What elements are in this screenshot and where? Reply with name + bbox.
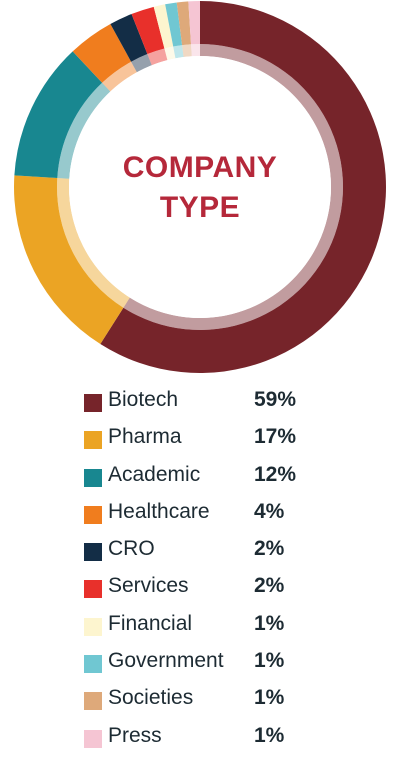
slice-societies — [176, 1, 192, 46]
slice-press — [188, 1, 200, 45]
legend-label-cro: CRO — [108, 537, 155, 561]
slice-inner-band-academic — [57, 82, 111, 179]
slice-inner-band-financial — [164, 46, 176, 61]
legend-label-financial: Financial — [108, 611, 193, 635]
legend-value-pharma: 17% — [254, 425, 297, 449]
slice-inner-band-pharma — [56, 178, 130, 308]
legend-label-biotech: Biotech — [108, 388, 179, 411]
legend-item-press: Press 1% — [84, 719, 324, 756]
slice-government — [165, 2, 183, 47]
legend-item-government: Government 1% — [84, 644, 324, 681]
legend-item-services: Services 2% — [84, 569, 324, 606]
donut-hole — [69, 56, 331, 318]
legend-item-healthcare: Healthcare 4% — [84, 495, 324, 532]
legend-value-services: 2% — [254, 574, 285, 598]
legend-item-financial: Financial 1% — [84, 607, 324, 644]
legend-swatch-healthcare — [84, 505, 102, 524]
slice-healthcare — [72, 24, 132, 83]
chart-title-line1: COMPANY — [122, 151, 278, 184]
legend-label-press: Press — [108, 723, 162, 747]
legend-label-pharma: Pharma — [108, 425, 182, 449]
slice-pharma — [14, 175, 124, 345]
slice-services — [131, 6, 165, 55]
slice-biotech — [100, 1, 387, 373]
legend-label-government: Government — [108, 649, 224, 673]
legend-value-healthcare: 4% — [254, 499, 285, 523]
slice-inner-band-cro — [131, 54, 152, 73]
legend-item-cro: CRO 2% — [84, 532, 324, 569]
slice-cro — [110, 14, 148, 62]
legend-swatch-financial — [84, 617, 102, 636]
legend-swatch-biotech — [84, 394, 102, 412]
legend-swatch-academic — [84, 468, 102, 487]
slice-financial — [153, 4, 174, 49]
legend-swatch-cro — [84, 543, 102, 562]
slice-inner-band-government — [173, 45, 184, 59]
slice-inner-band-press — [191, 44, 200, 57]
legend-item-biotech: Biotech 59% — [84, 383, 324, 420]
slice-inner-band-healthcare — [102, 61, 137, 92]
legend-swatch-pharma — [84, 431, 102, 450]
legend-value-societies: 1% — [254, 686, 285, 710]
legend-item-societies: Societies 1% — [84, 681, 324, 718]
legend-item-academic: Academic 12% — [84, 458, 324, 495]
legend-label-healthcare: Healthcare — [108, 499, 210, 523]
chart-legend: Biotech 59% Pharma 17% Academic 12% Healthcare… — [84, 383, 324, 756]
legend-value-financial: 1% — [254, 611, 285, 635]
legend-label-academic: Academic — [108, 462, 201, 486]
legend-swatch-services — [84, 580, 102, 599]
legend-swatch-government — [84, 655, 102, 674]
slice-inner-band-societies — [182, 44, 192, 58]
legend-label-societies: Societies — [108, 686, 194, 710]
chart-title-line2: TYPE — [159, 191, 241, 224]
legend-item-pharma: Pharma 17% — [84, 420, 324, 457]
legend-swatch-press — [84, 729, 102, 748]
legend-value-press: 1% — [254, 723, 285, 747]
donut-chart — [14, 1, 387, 373]
legend-value-government: 1% — [254, 649, 285, 673]
legend-label-services: Services — [108, 574, 189, 598]
legend-value-academic: 12% — [254, 462, 297, 486]
legend-value-biotech: 59% — [254, 388, 297, 411]
legend-swatch-societies — [84, 692, 102, 711]
legend-value-cro: 2% — [254, 537, 285, 561]
slice-inner-band-services — [147, 48, 168, 66]
slice-academic — [14, 51, 103, 179]
